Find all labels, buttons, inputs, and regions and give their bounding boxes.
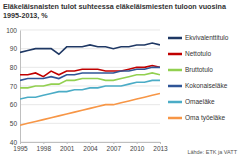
legend-swatch (168, 69, 182, 72)
grid-line (20, 123, 160, 124)
tick-label: 2004 (83, 145, 98, 152)
tick-label: 50 (10, 120, 18, 127)
tick: 100 (6, 27, 20, 34)
tick: 50 (10, 120, 20, 127)
tick: 2004 (83, 142, 98, 152)
legend-label: Bruttotulo (185, 66, 213, 73)
legend: Ekvivalenttitulo Nettotulo Bruttotulo Kokon… (168, 34, 229, 122)
y-axis: 405060708090100 (6, 27, 20, 146)
tick-label: 100 (6, 27, 17, 34)
x-axis: 1995 1998 2001 2004 2007 2010 2013 (13, 142, 168, 152)
tick-label: 90 (10, 45, 18, 52)
legend-swatch (168, 85, 182, 88)
tick-label: 60 (10, 101, 18, 108)
series-line (20, 80, 160, 99)
tick-label: 2001 (60, 145, 75, 152)
series-line (20, 67, 160, 80)
tick-label: 1995 (13, 145, 28, 152)
tick-label: 80 (10, 64, 18, 71)
legend-swatch (168, 53, 182, 56)
grid-line (20, 30, 160, 31)
source: Lähde: ETK ja VATT (187, 149, 237, 155)
legend-label: Ekvivalenttitulo (185, 34, 229, 41)
grid (20, 30, 160, 142)
legend-label: Nettotulo (185, 50, 211, 57)
tick: 90 (10, 45, 20, 52)
tick: 2010 (130, 142, 145, 152)
series-line (20, 93, 160, 125)
series-line (20, 43, 160, 54)
tick-label: 1998 (37, 145, 52, 152)
legend-label: Kokonaiseläke (185, 82, 228, 89)
grid-line (20, 104, 160, 105)
tick-label: 2013 (153, 145, 168, 152)
series-line (20, 73, 160, 88)
tick-label: 2010 (130, 145, 145, 152)
legend-swatch (168, 37, 182, 40)
tick: 1995 (13, 142, 28, 152)
tick: 2007 (107, 142, 122, 152)
tick: 60 (10, 101, 20, 108)
legend-swatch (168, 101, 182, 104)
legend-label: Oma työeläke (185, 114, 225, 122)
tick: 70 (10, 83, 20, 90)
title: Eläkeläisnaisten tulot suhteessa eläkelä… (3, 2, 227, 20)
tick-label: 70 (10, 83, 18, 90)
tick: 1998 (37, 142, 52, 152)
plot (20, 43, 160, 125)
tick: 80 (10, 64, 20, 71)
chart: Eläkeläisnaisten tulot suhteessa eläkelä… (0, 0, 240, 158)
legend-label: Omaeläke (185, 98, 215, 105)
tick: 2001 (60, 142, 75, 152)
legend-swatch (168, 117, 182, 120)
tick: 2013 (153, 142, 168, 152)
tick-label: 2007 (107, 145, 122, 152)
